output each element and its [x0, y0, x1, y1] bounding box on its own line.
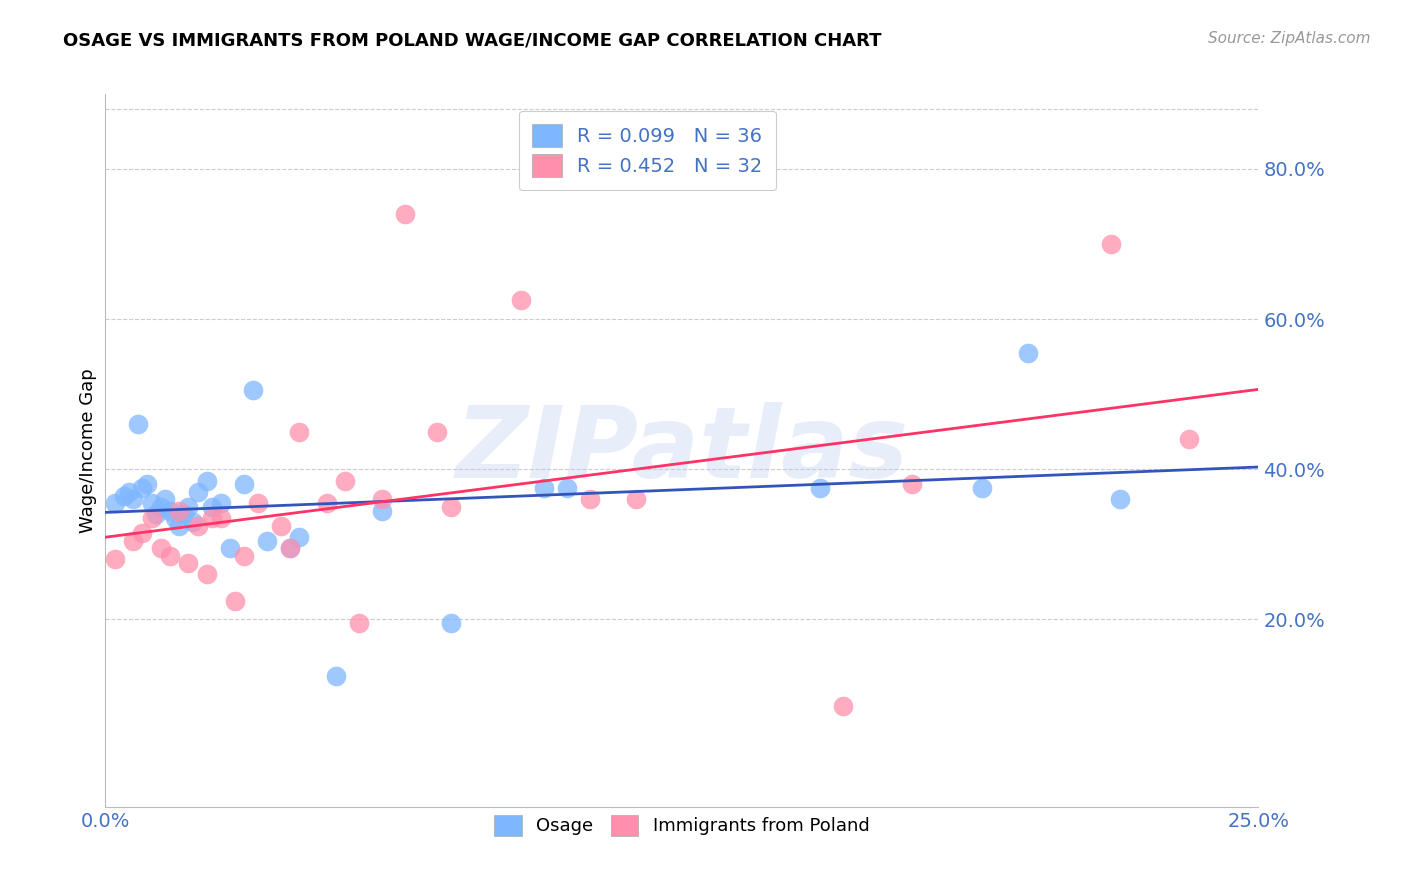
Point	[440, 616, 463, 631]
Point	[1099, 236, 1122, 251]
Point	[394, 207, 416, 221]
Point	[1017, 346, 1039, 360]
Point	[187, 518, 209, 533]
Point	[578, 492, 600, 507]
Point	[315, 496, 337, 510]
Point	[155, 492, 177, 507]
Point	[624, 492, 647, 507]
Point	[159, 549, 181, 563]
Point	[555, 481, 578, 495]
Y-axis label: Wage/Income Gap: Wage/Income Gap	[79, 368, 97, 533]
Point	[181, 515, 204, 529]
Point	[131, 481, 153, 495]
Point	[131, 526, 153, 541]
Point	[270, 518, 292, 533]
Point	[246, 496, 269, 510]
Point	[145, 508, 167, 522]
Point	[159, 503, 181, 517]
Point	[141, 511, 163, 525]
Legend: Osage, Immigrants from Poland: Osage, Immigrants from Poland	[485, 805, 879, 845]
Point	[149, 541, 172, 555]
Point	[167, 503, 190, 517]
Point	[242, 384, 264, 398]
Point	[1109, 492, 1132, 507]
Point	[509, 293, 531, 308]
Point	[232, 549, 254, 563]
Text: Source: ZipAtlas.com: Source: ZipAtlas.com	[1208, 31, 1371, 46]
Point	[187, 484, 209, 499]
Point	[200, 500, 222, 514]
Point	[426, 425, 449, 439]
Point	[347, 616, 370, 631]
Point	[533, 481, 555, 495]
Point	[177, 500, 200, 514]
Point	[117, 484, 139, 499]
Point	[1178, 432, 1201, 446]
Point	[256, 533, 278, 548]
Point	[195, 474, 218, 488]
Point	[278, 541, 301, 555]
Text: ZIPatlas: ZIPatlas	[456, 402, 908, 499]
Point	[177, 556, 200, 570]
Point	[122, 533, 145, 548]
Point	[149, 500, 172, 514]
Point	[127, 417, 149, 432]
Point	[209, 511, 232, 525]
Point	[224, 593, 246, 607]
Point	[112, 489, 135, 503]
Point	[219, 541, 242, 555]
Text: OSAGE VS IMMIGRANTS FROM POLAND WAGE/INCOME GAP CORRELATION CHART: OSAGE VS IMMIGRANTS FROM POLAND WAGE/INC…	[63, 31, 882, 49]
Point	[209, 496, 232, 510]
Point	[371, 503, 394, 517]
Point	[136, 477, 159, 491]
Point	[195, 567, 218, 582]
Point	[104, 552, 127, 566]
Point	[832, 698, 855, 713]
Point	[288, 425, 311, 439]
Point	[288, 530, 311, 544]
Point	[200, 511, 222, 525]
Point	[808, 481, 831, 495]
Point	[232, 477, 254, 491]
Point	[167, 518, 190, 533]
Point	[122, 492, 145, 507]
Point	[163, 511, 186, 525]
Point	[901, 477, 924, 491]
Point	[141, 496, 163, 510]
Point	[104, 496, 127, 510]
Point	[278, 541, 301, 555]
Point	[173, 508, 195, 522]
Point	[371, 492, 394, 507]
Point	[440, 500, 463, 514]
Point	[335, 474, 357, 488]
Point	[325, 669, 347, 683]
Point	[970, 481, 993, 495]
